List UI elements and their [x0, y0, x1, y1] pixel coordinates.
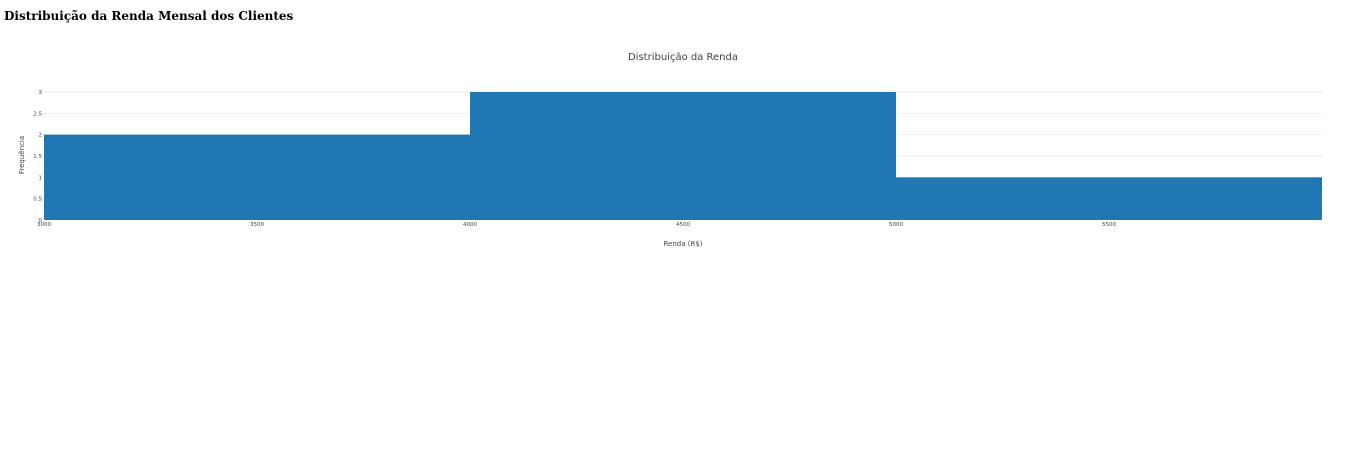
y-tick-label: 2.5 — [33, 111, 42, 117]
x-tick-label: 4000 — [463, 222, 477, 228]
x-axis-ticks: 3000 3500 4000 4500 5000 5500 — [37, 222, 1116, 228]
y-tick-label: 1.5 — [33, 154, 42, 160]
x-tick-label: 5500 — [1102, 222, 1116, 228]
x-tick-label: 3500 — [250, 222, 264, 228]
page-title: Distribuição da Renda Mensal dos Cliente… — [4, 9, 294, 23]
histogram-bar[interactable] — [470, 92, 896, 220]
y-tick-label: 2 — [39, 133, 43, 139]
x-tick-label: 4500 — [676, 222, 690, 228]
y-axis-title: Frequência — [18, 136, 26, 174]
y-tick-label: 1 — [39, 175, 43, 181]
y-axis-ticks: 0 0.5 1 1.5 2 2.5 3 — [33, 90, 42, 224]
y-tick-label: 0.5 — [33, 197, 42, 203]
x-tick-label: 5000 — [889, 222, 903, 228]
x-axis-title: Renda (R$) — [663, 240, 702, 248]
y-tick-label: 0 — [39, 218, 43, 224]
x-tick-label: 3000 — [37, 222, 51, 228]
histogram-bar[interactable] — [896, 177, 1322, 220]
histogram-bars[interactable] — [44, 92, 1322, 220]
histogram-bar[interactable] — [44, 134, 470, 220]
y-tick-label: 3 — [39, 90, 43, 96]
chart-title: Distribuição da Renda — [628, 52, 738, 63]
